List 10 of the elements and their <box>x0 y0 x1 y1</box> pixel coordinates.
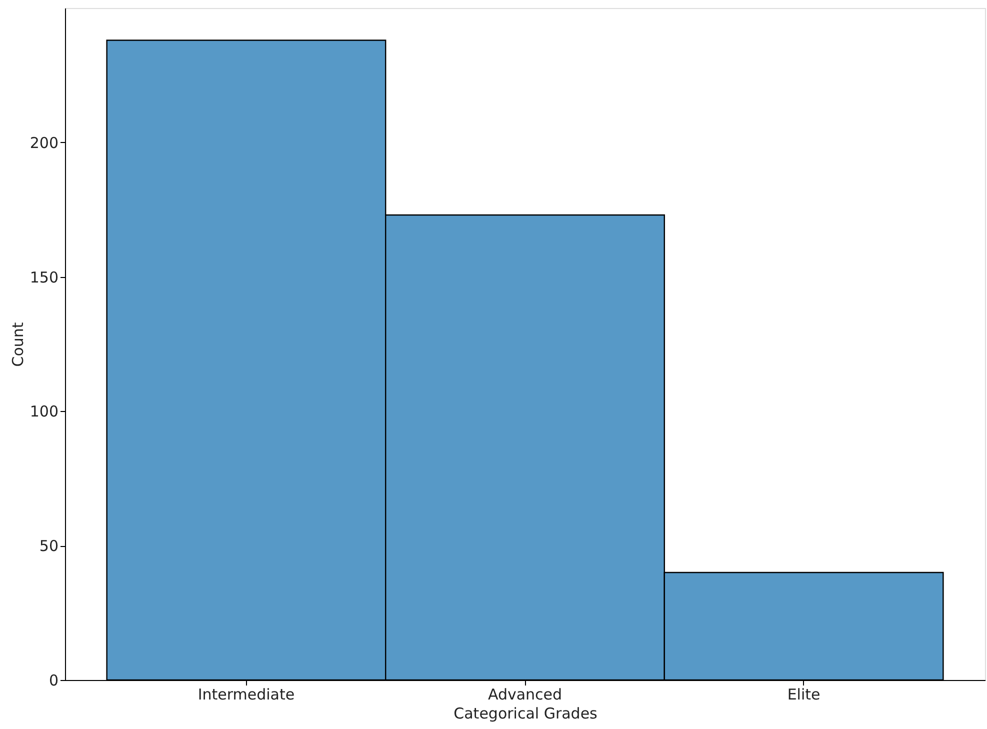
y-tick-label: 200 <box>30 134 58 152</box>
y-tick-label: 100 <box>30 402 58 421</box>
y-tick-label: 50 <box>39 537 58 556</box>
x-tick-label: Intermediate <box>198 686 295 704</box>
x-tick-label: Elite <box>787 686 820 704</box>
x-tick-label: Advanced <box>488 686 562 704</box>
y-tick-label: 150 <box>30 268 58 286</box>
y-tick-label: 0 <box>48 672 58 690</box>
y-axis-title: Count <box>8 322 27 367</box>
x-axis-title: Categorical Grades <box>454 704 598 722</box>
